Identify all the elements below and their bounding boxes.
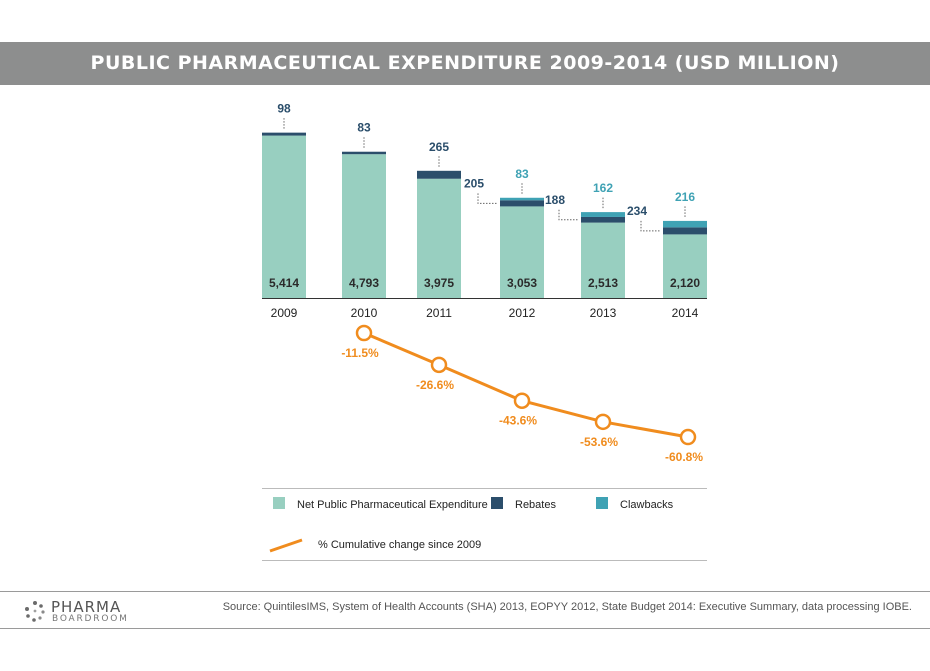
line-point-2010 xyxy=(355,324,373,342)
clawback-value-label: 216 xyxy=(675,190,695,204)
rebate-value-label: 234 xyxy=(627,204,647,218)
net-value-label: 2,120 xyxy=(670,276,700,290)
bar-rebates-2009 xyxy=(262,132,306,136)
legend-net-swatch xyxy=(273,497,285,509)
chart-title: PUBLIC PHARMACEUTICAL EXPENDITURE 2009-2… xyxy=(0,42,930,85)
x-tick-label: 2013 xyxy=(590,306,617,320)
bar-net-2012 xyxy=(500,206,544,298)
line-value-label: -60.8% xyxy=(665,450,703,464)
rebate-value-label: 265 xyxy=(429,140,449,154)
rebate-leader-line xyxy=(640,220,661,232)
legend-line-label: % Cumulative change since 2009 xyxy=(318,539,481,551)
bar-rebates-2011 xyxy=(417,170,461,179)
bar-net-2011 xyxy=(417,178,461,298)
line-value-label: -26.6% xyxy=(416,378,454,392)
rebate-value-label: 188 xyxy=(545,193,565,207)
bar-rebates-2013 xyxy=(581,216,625,223)
line-value-label: -43.6% xyxy=(499,414,537,428)
net-value-label: 5,414 xyxy=(269,276,299,290)
bar-rebates-2014 xyxy=(663,227,707,235)
bar-rebates-2010 xyxy=(342,151,386,155)
line-value-label: -53.6% xyxy=(580,435,618,449)
line-point-2012 xyxy=(513,392,531,409)
x-tick-label: 2014 xyxy=(672,306,699,320)
legend-rebates-swatch xyxy=(491,497,503,509)
clawback-value-label: 83 xyxy=(515,167,529,181)
bar-net-2014 xyxy=(663,234,707,298)
net-value-label: 2,513 xyxy=(588,276,618,290)
line-point-2013 xyxy=(594,413,612,431)
legend-net-label: Net Public Pharmaceutical Expenditure xyxy=(297,499,488,511)
x-tick-label: 2010 xyxy=(351,306,378,320)
pharmaboardroom-logo: PHARMA BOARDROOM xyxy=(24,598,149,626)
line-point-2014 xyxy=(679,428,697,446)
x-tick-label: 2011 xyxy=(426,306,452,320)
legend-clawbacks-label: Clawbacks xyxy=(620,499,674,511)
bar-clawbacks-2014 xyxy=(663,220,707,228)
bar-net-2010 xyxy=(342,154,386,298)
net-value-label: 3,053 xyxy=(507,276,537,290)
rebate-leader-line xyxy=(477,193,498,204)
bar-clawbacks-2012 xyxy=(500,197,544,201)
footer-divider-top xyxy=(0,591,930,592)
bar-clawbacks-2013 xyxy=(581,212,625,217)
rebate-value-label: 205 xyxy=(464,176,484,190)
source-note: Source: QuintilesIMS, System of Health A… xyxy=(222,601,912,613)
clawback-value-label: 162 xyxy=(593,181,613,195)
logo-text-pharma: PHARMA xyxy=(51,598,122,616)
bar-net-2013 xyxy=(581,222,625,298)
rebate-value-label: 98 xyxy=(277,102,291,116)
net-value-label: 4,793 xyxy=(349,276,379,290)
logo-text-boardroom: BOARDROOM xyxy=(52,614,129,624)
chart: 5,414 2009 4,793 2010 3,975 2011 3,053 2012 2,51… xyxy=(262,102,707,561)
bar-net-2009 xyxy=(262,135,306,298)
rebate-value-label: 83 xyxy=(357,121,371,135)
bar-rebates-2012 xyxy=(500,200,544,207)
legend-rebates-label: Rebates xyxy=(515,499,556,511)
footer-divider-bottom xyxy=(0,628,930,629)
dots-logo-icon xyxy=(25,601,45,622)
x-tick-label: 2012 xyxy=(509,306,536,320)
net-value-label: 3,975 xyxy=(424,276,454,290)
x-tick-label: 2009 xyxy=(271,306,298,320)
line-value-label: -11.5% xyxy=(341,346,379,360)
rebate-leader-line xyxy=(558,209,579,221)
line-point-2011 xyxy=(430,356,448,374)
legend-line-swatch xyxy=(269,538,303,553)
legend-clawbacks-swatch xyxy=(596,497,608,509)
